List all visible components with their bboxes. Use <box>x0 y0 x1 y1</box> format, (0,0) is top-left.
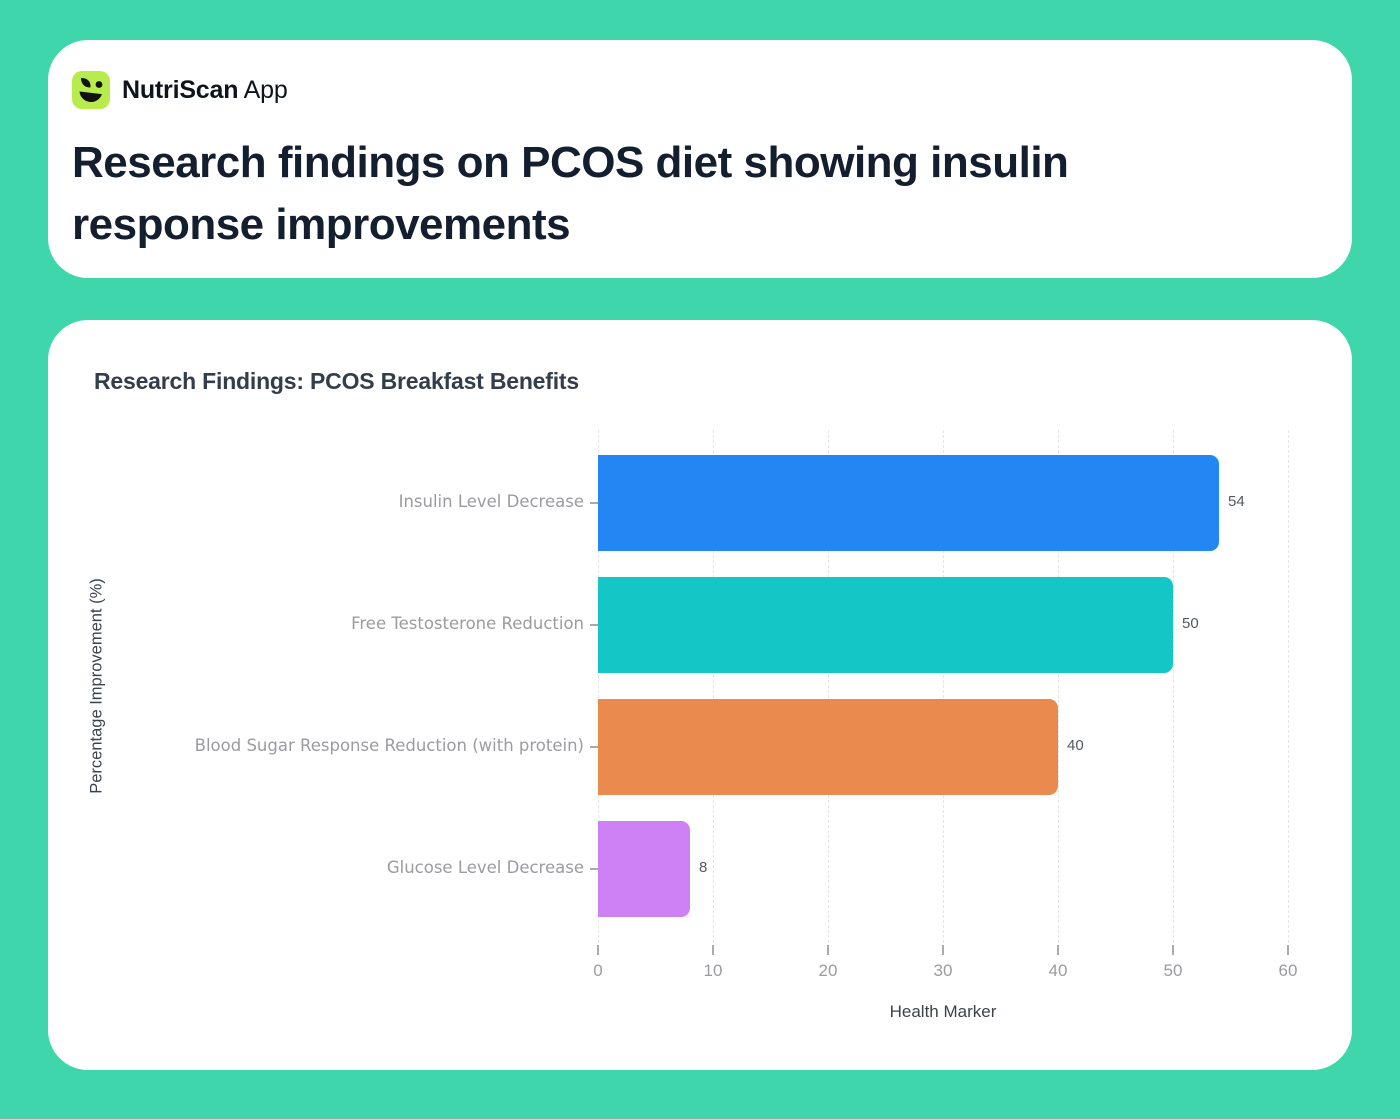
x-axis-tick-label-30: 30 <box>933 961 953 980</box>
x-axis-tick-20 <box>827 945 829 955</box>
x-axis-tick-label-50: 50 <box>1163 961 1183 980</box>
header-card: NutriScan App Research findings on PCOS … <box>48 40 1352 278</box>
x-axis-tick-label-0: 0 <box>593 961 603 980</box>
app-name-bold: NutriScan <box>122 75 239 104</box>
category-label-4: Glucose Level Decrease <box>386 858 584 877</box>
gridline-x-20 <box>828 430 829 943</box>
x-axis-tick-30 <box>942 945 944 955</box>
bar-value-label-1: 54 <box>1228 493 1245 510</box>
x-axis-tick-40 <box>1057 945 1059 955</box>
page-title: Research findings on PCOS diet showing i… <box>72 138 1069 249</box>
nutriscan-logo-icon <box>72 71 110 109</box>
x-axis-tick-label-10: 10 <box>703 961 723 980</box>
gridline-x-0 <box>598 430 599 943</box>
x-axis-tick-label-60: 60 <box>1278 961 1298 980</box>
gridline-x-60 <box>1288 430 1289 943</box>
bar-value-label-2: 50 <box>1182 615 1199 632</box>
category-label-1: Insulin Level Decrease <box>398 492 584 511</box>
gridline-x-30 <box>943 430 944 943</box>
category-tick-1 <box>590 502 598 504</box>
x-axis-tick-60 <box>1287 945 1289 955</box>
chart-title: Research Findings: PCOS Breakfast Benefi… <box>94 368 579 394</box>
category-tick-4 <box>590 868 598 870</box>
x-axis-tick-50 <box>1172 945 1174 955</box>
x-axis-tick-10 <box>712 945 714 955</box>
bar-2[interactable] <box>598 577 1173 673</box>
chart-card: Research Findings: PCOS Breakfast Benefi… <box>48 320 1352 1070</box>
x-axis-tick-label-40: 40 <box>1048 961 1068 980</box>
app-name: NutriScan App <box>122 76 288 105</box>
bar-3[interactable] <box>598 699 1058 795</box>
gridline-x-10 <box>713 430 714 943</box>
x-axis-label: Health Marker <box>889 1002 997 1021</box>
x-axis-tick-0 <box>597 945 599 955</box>
category-tick-3 <box>590 746 598 748</box>
bar-value-label-4: 8 <box>699 859 708 876</box>
app-name-suffix: App <box>243 75 288 104</box>
category-label-2: Free Testosterone Reduction <box>351 614 584 633</box>
y-axis-label: Percentage Improvement (%) <box>87 578 106 794</box>
gridline-x-40 <box>1058 430 1059 943</box>
bar-4[interactable] <box>598 821 690 917</box>
app-logo-row: NutriScan App <box>72 70 1304 110</box>
bar-1[interactable] <box>598 455 1219 551</box>
gridline-x-50 <box>1173 430 1174 943</box>
category-label-3: Blood Sugar Response Reduction (with pro… <box>194 736 584 755</box>
x-axis-tick-label-20: 20 <box>818 961 838 980</box>
bar-value-label-3: 40 <box>1067 737 1084 754</box>
category-tick-2 <box>590 624 598 626</box>
